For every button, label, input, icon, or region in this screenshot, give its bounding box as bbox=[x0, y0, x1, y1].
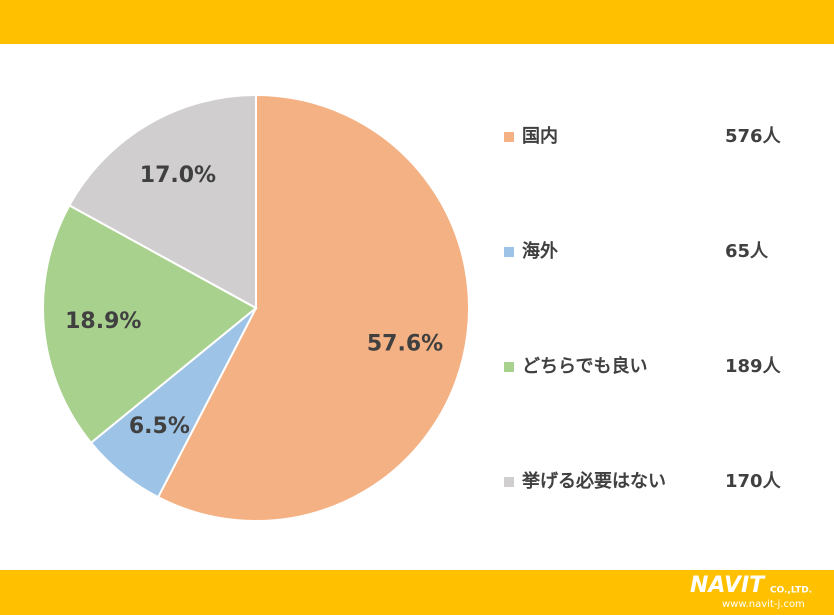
bottom-band bbox=[0, 570, 834, 615]
logo-suffix: CO.,LTD. bbox=[770, 586, 812, 596]
logo-name: NAVIT bbox=[690, 573, 766, 598]
legend-label: 国内 bbox=[522, 125, 558, 147]
pie-slice bbox=[67, 93, 257, 310]
top-band bbox=[0, 0, 834, 44]
data-label: 6.5% bbox=[129, 414, 190, 439]
pie-slice bbox=[42, 204, 258, 445]
legend-swatch bbox=[504, 362, 514, 372]
legend-count: 576人 bbox=[725, 126, 782, 147]
legend-swatch bbox=[504, 132, 514, 142]
legend-swatch bbox=[504, 477, 514, 487]
legend-count: 170人 bbox=[725, 471, 782, 492]
legend-swatch bbox=[504, 247, 514, 257]
legend-label: 挙げる必要はない bbox=[521, 470, 666, 492]
legend-label: 海外 bbox=[522, 240, 558, 262]
legend-label: どちらでも良い bbox=[522, 355, 647, 377]
data-label: 57.6% bbox=[367, 331, 443, 356]
data-label: 17.0% bbox=[140, 163, 216, 188]
legend-count: 189人 bbox=[725, 356, 782, 377]
pie-slice bbox=[156, 93, 470, 522]
legend-count: 65人 bbox=[725, 241, 769, 262]
data-label: 18.9% bbox=[65, 309, 141, 334]
logo-url: www.navit-j.com bbox=[722, 599, 805, 610]
